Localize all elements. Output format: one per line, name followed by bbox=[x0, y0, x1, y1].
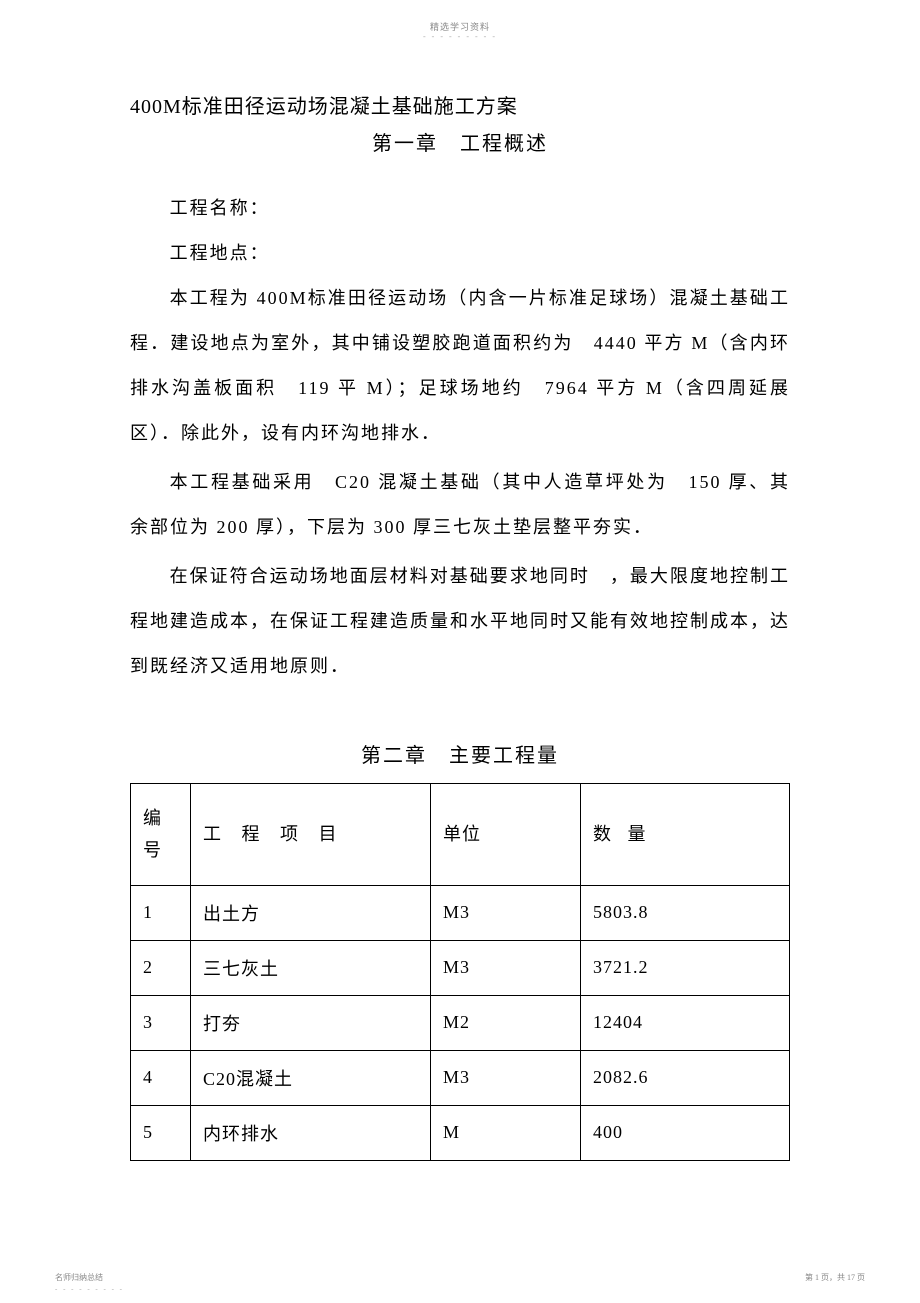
table-cell-item: 三七灰土 bbox=[191, 940, 431, 995]
document-title: 400M标准田径运动场混凝土基础施工方案 bbox=[130, 90, 790, 119]
chapter-2-title: 第二章 主要工程量 bbox=[130, 739, 790, 768]
table-row: 4 C20混凝土 M3 2082.6 bbox=[131, 1050, 790, 1105]
table-row: 3 打夯 M2 12404 bbox=[131, 995, 790, 1050]
table-row: 2 三七灰土 M3 3721.2 bbox=[131, 940, 790, 995]
table-cell-unit: M3 bbox=[431, 1050, 581, 1105]
table-cell-num: 5 bbox=[131, 1105, 191, 1160]
project-name-label: 工程名称： bbox=[130, 186, 790, 231]
footer-left-dashes: - - - - - - - - - bbox=[55, 1285, 124, 1293]
page-header-dashes: - - - - - - - - - bbox=[423, 32, 497, 41]
table-cell-item: 打夯 bbox=[191, 995, 431, 1050]
table-cell-unit: M3 bbox=[431, 940, 581, 995]
table-row: 1 出土方 M3 5803.8 bbox=[131, 885, 790, 940]
table-row: 5 内环排水 M 400 bbox=[131, 1105, 790, 1160]
table-cell-item: 内环排水 bbox=[191, 1105, 431, 1160]
table-cell-num: 3 bbox=[131, 995, 191, 1050]
table-header-num: 编号 bbox=[131, 784, 191, 886]
table-cell-item: 出土方 bbox=[191, 885, 431, 940]
table-header-unit: 单位 bbox=[431, 784, 581, 886]
table-cell-qty: 5803.8 bbox=[581, 885, 790, 940]
table-cell-unit: M bbox=[431, 1105, 581, 1160]
table-cell-item: C20混凝土 bbox=[191, 1050, 431, 1105]
table-header-item: 工 程 项 目 bbox=[191, 784, 431, 886]
table-cell-qty: 2082.6 bbox=[581, 1050, 790, 1105]
quantities-table: 编号 工 程 项 目 单位 数 量 1 出土方 M3 5803.8 2 三七灰土… bbox=[130, 783, 790, 1161]
paragraph-3: 在保证符合运动场地面层材料对基础要求地同时 ，最大限度地控制工程地建造成本，在保… bbox=[130, 554, 790, 689]
table-cell-num: 1 bbox=[131, 885, 191, 940]
table-cell-qty: 400 bbox=[581, 1105, 790, 1160]
table-cell-num: 2 bbox=[131, 940, 191, 995]
table-cell-unit: M3 bbox=[431, 885, 581, 940]
document-content: 400M标准田径运动场混凝土基础施工方案 第一章 工程概述 工程名称： 工程地点… bbox=[0, 0, 920, 1221]
table-cell-qty: 12404 bbox=[581, 995, 790, 1050]
paragraph-2: 本工程基础采用 C20 混凝土基础（其中人造草坪处为 150 厚、其余部位为 2… bbox=[130, 460, 790, 550]
table-cell-num: 4 bbox=[131, 1050, 191, 1105]
table-header-row: 编号 工 程 项 目 单位 数 量 bbox=[131, 784, 790, 886]
project-location-label: 工程地点： bbox=[130, 231, 790, 276]
table-header-qty: 数 量 bbox=[581, 784, 790, 886]
footer-page-number: 第 1 页，共 17 页 bbox=[805, 1272, 865, 1283]
table-cell-qty: 3721.2 bbox=[581, 940, 790, 995]
table-cell-unit: M2 bbox=[431, 995, 581, 1050]
paragraph-1: 本工程为 400M标准田径运动场（内含一片标准足球场）混凝土基础工程．建设地点为… bbox=[130, 276, 790, 456]
footer-left-label: 名师归纳总结 bbox=[55, 1272, 103, 1283]
chapter-1-title: 第一章 工程概述 bbox=[130, 127, 790, 156]
